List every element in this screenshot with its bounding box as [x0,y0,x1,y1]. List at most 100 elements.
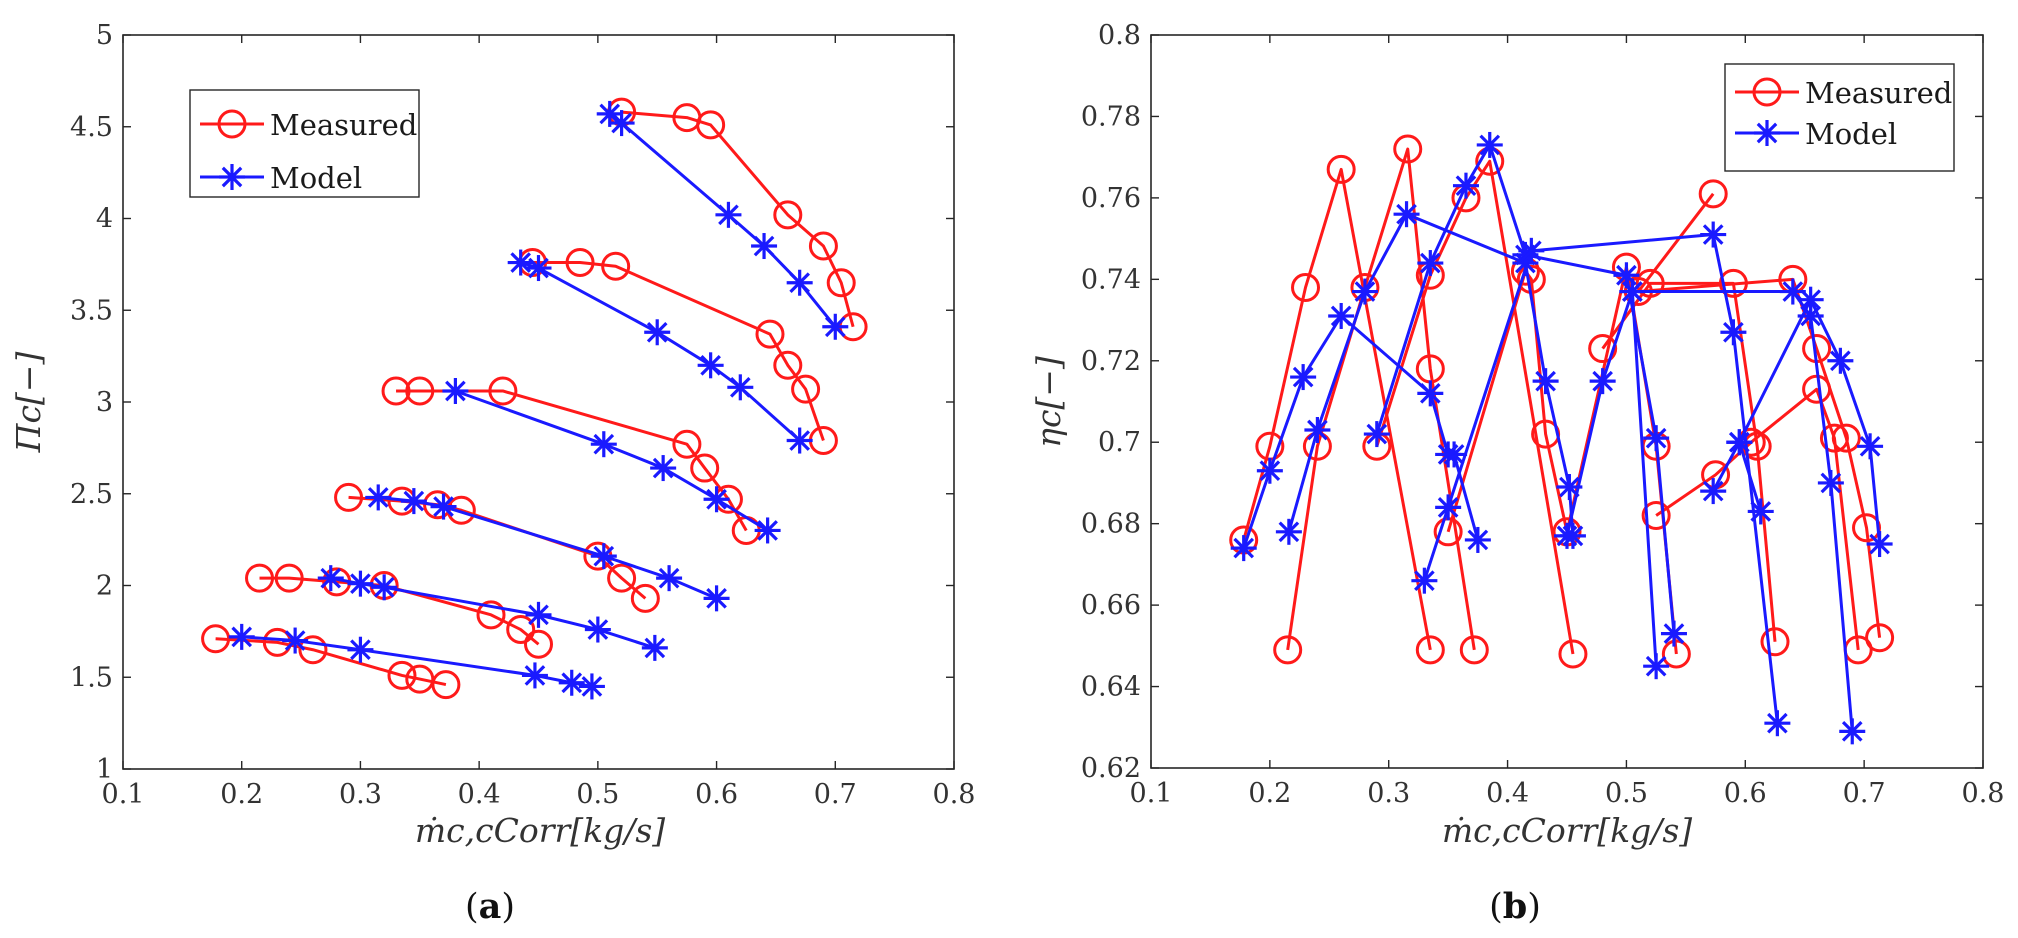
legend-a: Measured Model [189,89,420,198]
data-point-model [1643,653,1670,680]
y-tick-label: 2.5 [70,479,113,510]
legend-label-measured-b: Measured [1805,76,1952,110]
data-point-measured [1588,334,1618,364]
series-model [228,100,849,700]
data-point-model [1452,172,1479,199]
data-point-measured [387,660,417,690]
data-point-measured [274,563,304,593]
data-point-model [1643,425,1670,452]
data-point-measured [524,629,553,659]
y-axis-title-b: ηc[−] [1029,356,1068,448]
data-point-model [1619,278,1646,305]
series-line-measured [532,261,825,442]
data-point-model [1747,498,1774,525]
data-point-model [525,255,552,282]
data-point-model [1797,286,1824,313]
data-point-model [1290,364,1317,391]
data-point-measured [808,231,838,261]
y-tick-label: 0.72 [1081,346,1141,377]
y-tick-label: 1.5 [70,662,113,693]
data-point-model [608,110,635,137]
data-point-model [697,352,724,379]
data-point-model [650,455,677,482]
y-tick-label: 1 [96,754,113,785]
y-tick-label: 0.68 [1081,509,1141,540]
data-point-model [727,374,754,401]
data-point-measured [262,627,292,657]
data-point-measured [601,251,631,281]
data-point-measured [1273,635,1303,665]
data-point-measured [1852,513,1882,543]
data-point-model [442,377,469,404]
data-point-measured [1760,627,1790,657]
x-tick-labels-a: 0.1 0.2 0.3 0.4 0.5 0.6 0.7 0.8 [102,779,976,810]
data-point-measured [773,200,803,230]
data-point-model [1857,433,1884,460]
data-point-model [703,486,730,513]
legend-label-model-b: Model [1805,117,1897,151]
y-tick-label: 0.74 [1081,264,1141,295]
data-point-measured [1393,134,1423,164]
legend-marker-model-b [1754,120,1780,146]
series-line-model [1287,212,1575,536]
y-tick-labels-b: 0.62 0.64 0.66 0.68 0.7 0.72 0.74 0.76 0.78 0.8 [1081,20,1141,784]
data-point-model [1411,567,1438,594]
data-point-model [1256,457,1283,484]
data-point-model [596,100,623,127]
data-point-measured [1698,179,1728,209]
x-axis-title-b: ṁc,cCorr[kg/s] [1442,811,1692,850]
data-point-measured [201,624,231,654]
data-point-model [1764,710,1791,737]
x-tick-label: 0.5 [576,779,619,810]
data-point-model [644,319,671,346]
legend-label-measured-a: Measured [270,108,417,142]
data-point-model [1476,131,1503,158]
data-point-model [228,623,255,650]
data-point-model [1275,518,1302,545]
data-point-model [1817,469,1844,496]
series-line-model [1565,290,1658,667]
data-point-model [317,565,344,592]
data-point-measured [690,453,720,483]
chart-panel-a: 0.1 0.2 0.3 0.4 0.5 0.6 0.7 0.8 1 1.5 2 2.5 3 3.5 4 4.… [9,20,975,927]
legend-star-icon-a [219,164,245,190]
data-point-model [1700,221,1727,248]
data-point-model [1797,302,1824,329]
data-point-measured [565,248,595,278]
data-point-model [430,493,457,520]
series-line-model [1422,233,1779,724]
data-point-measured [1558,639,1588,669]
x-tick-label: 0.7 [814,779,857,810]
data-point-model [1464,526,1491,553]
x-tick-label: 0.3 [1367,778,1410,809]
x-tick-label: 0.8 [1962,778,2005,809]
data-point-measured [826,268,856,298]
caption-b: (b) [1489,886,1541,927]
data-point-model [584,616,611,643]
data-point-measured [298,635,328,665]
data-point-measured [773,350,803,380]
legend-b: Measured Model [1724,63,1955,172]
x-tick-label: 0.8 [933,779,976,810]
x-tick-label: 0.6 [695,779,738,810]
data-point-model [590,431,617,458]
data-point-measured [405,376,435,406]
x-tick-label: 0.7 [1843,778,1886,809]
data-point-measured [488,376,518,406]
x-tick-label: 0.6 [1724,778,1767,809]
tick-marks-a [122,34,955,770]
y-tick-labels-a: 1 1.5 2 2.5 3 3.5 4 4.5 5 [70,20,113,785]
y-tick-label: 3.5 [70,295,113,326]
x-tick-label: 0.5 [1605,778,1648,809]
data-point-measured [791,374,821,404]
data-point-model [371,574,398,601]
data-point-model [1363,421,1390,448]
data-point-model [1839,718,1866,745]
y-axis-title-a: Πc[−] [9,352,48,454]
x-tick-label: 0.3 [339,779,382,810]
data-point-measured [1641,501,1671,531]
data-point-measured [431,670,461,700]
y-tick-label: 0.7 [1098,427,1141,458]
data-point-model [1304,417,1331,444]
